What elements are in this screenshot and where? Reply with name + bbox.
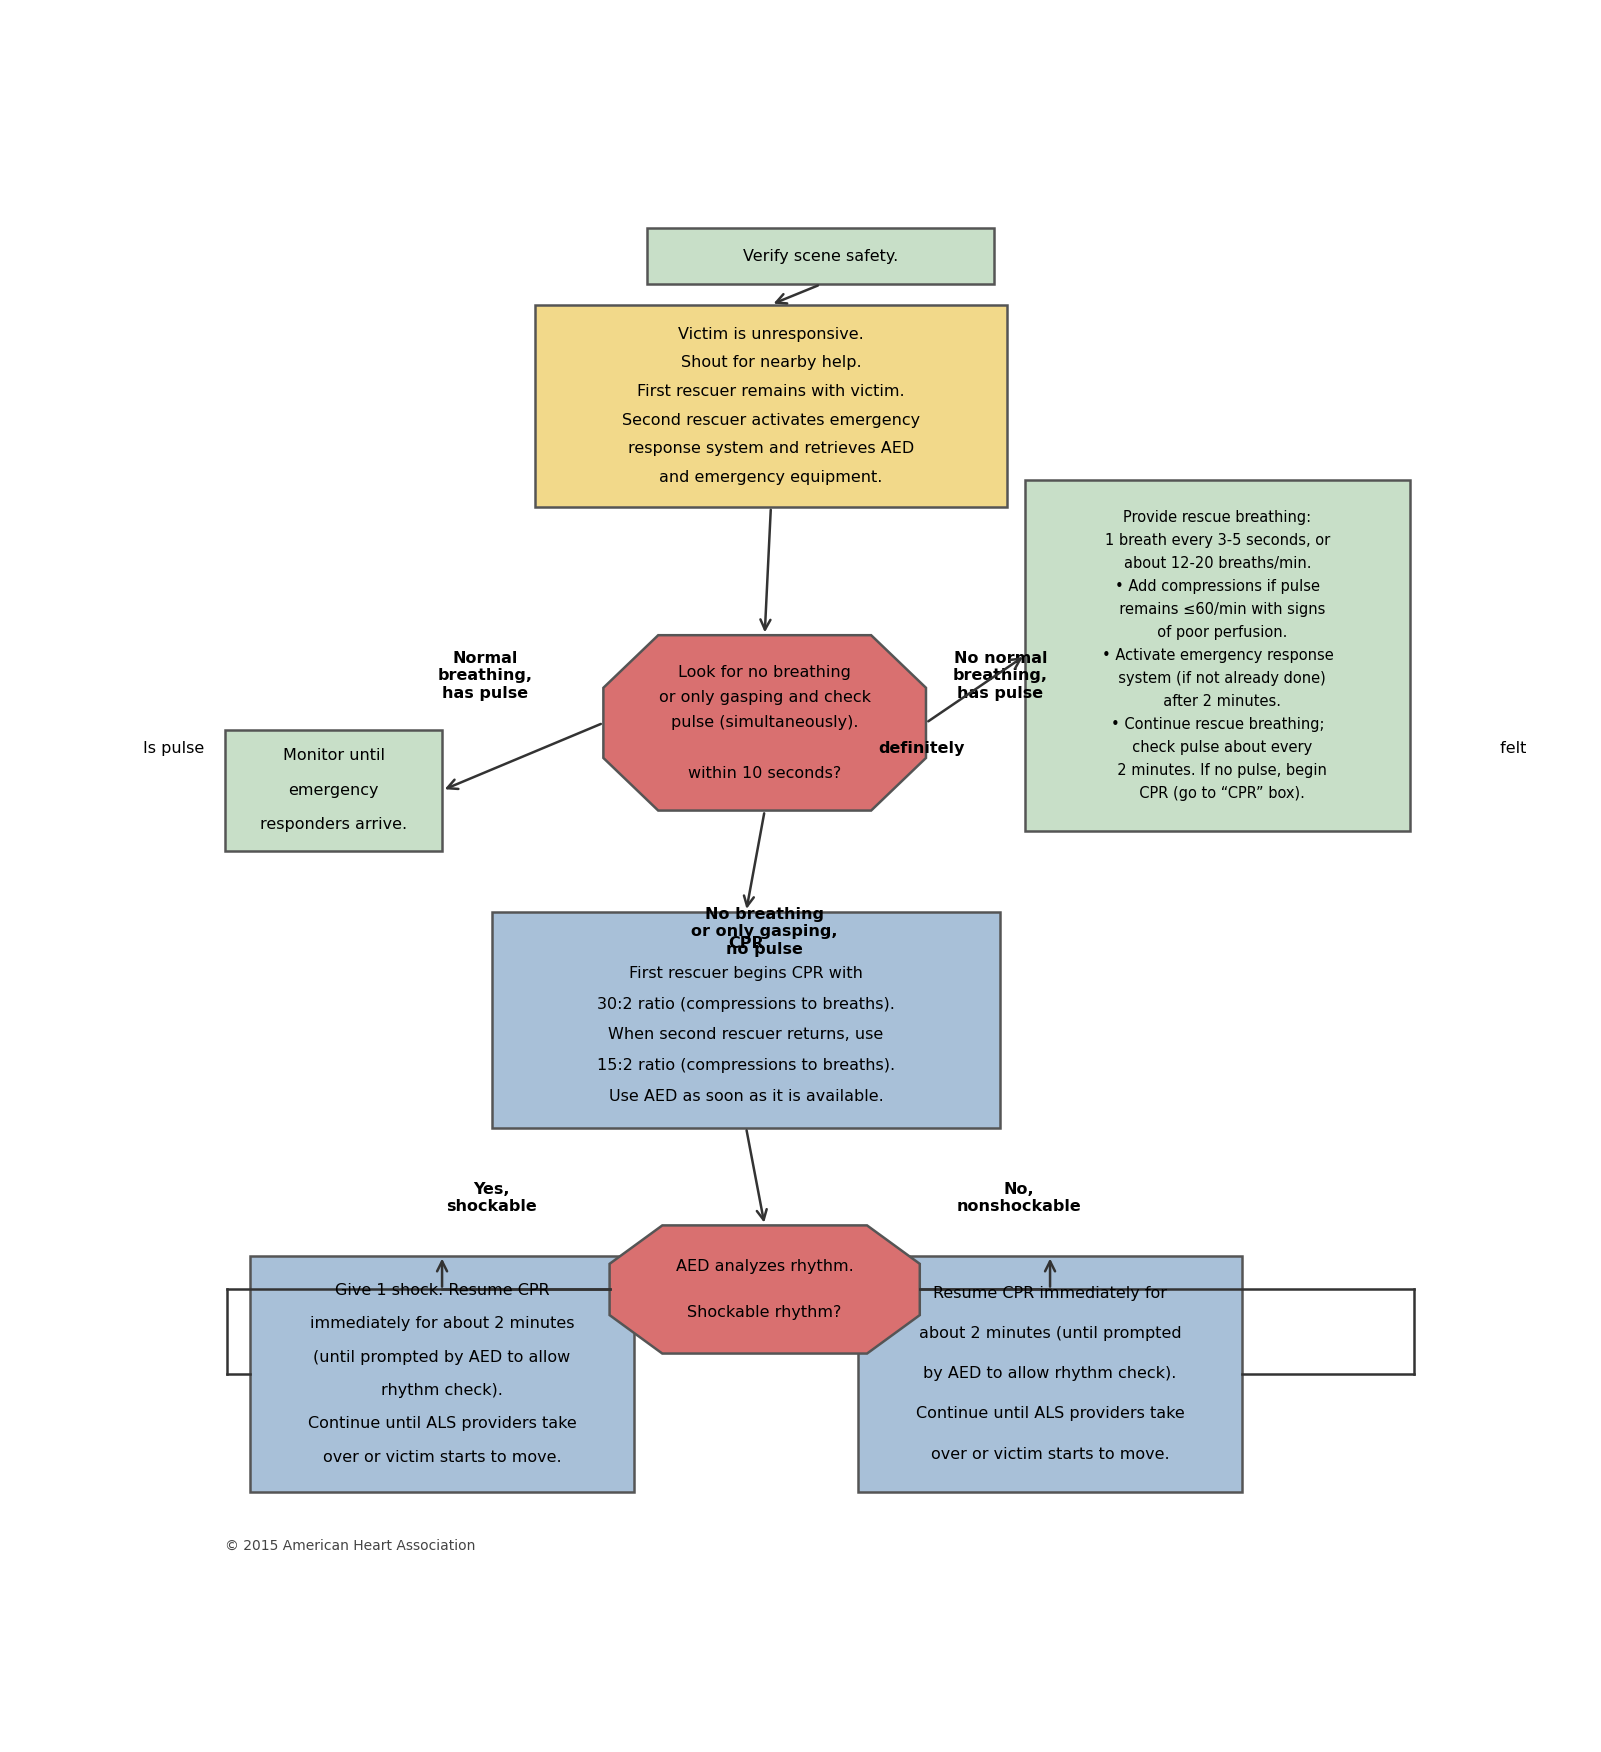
FancyBboxPatch shape [535, 305, 1007, 506]
Text: pulse (simultaneously).: pulse (simultaneously). [671, 715, 858, 731]
Text: (until prompted by AED to allow: (until prompted by AED to allow [314, 1349, 570, 1365]
Text: felt: felt [1495, 741, 1526, 755]
Text: about 12-20 breaths/min.: about 12-20 breaths/min. [1124, 555, 1311, 571]
Text: Victim is unresponsive.: Victim is unresponsive. [677, 326, 865, 342]
Text: 30:2 ratio (compressions to breaths).: 30:2 ratio (compressions to breaths). [597, 997, 895, 1013]
Text: Monitor until: Monitor until [282, 748, 384, 764]
FancyBboxPatch shape [492, 911, 1001, 1128]
Text: remains ≤60/min with signs: remains ≤60/min with signs [1109, 603, 1326, 617]
Text: over or victim starts to move.: over or victim starts to move. [930, 1447, 1169, 1461]
Text: No normal
breathing,
has pulse: No normal breathing, has pulse [953, 650, 1049, 701]
Text: response system and retrieves AED: response system and retrieves AED [628, 442, 914, 456]
Text: When second rescuer returns, use: When second rescuer returns, use [608, 1027, 884, 1042]
Text: CPR: CPR [728, 936, 764, 951]
Text: Shockable rhythm?: Shockable rhythm? [687, 1305, 842, 1319]
FancyBboxPatch shape [1025, 480, 1410, 830]
Text: • Continue rescue breathing;: • Continue rescue breathing; [1111, 717, 1324, 732]
Text: Is pulse: Is pulse [142, 741, 210, 755]
Text: First rescuer begins CPR with: First rescuer begins CPR with [629, 967, 863, 981]
Text: CPR (go to “CPR” box).: CPR (go to “CPR” box). [1130, 785, 1305, 801]
Text: about 2 minutes (until prompted: about 2 minutes (until prompted [919, 1326, 1182, 1340]
Text: Is pulse definitely felt: Is pulse definitely felt [679, 741, 852, 755]
Text: Use AED as soon as it is available.: Use AED as soon as it is available. [608, 1088, 884, 1104]
Text: within 10 seconds?: within 10 seconds? [688, 766, 841, 781]
Text: check pulse about every: check pulse about every [1122, 739, 1313, 755]
Text: © 2015 American Heart Association: © 2015 American Heart Association [224, 1538, 475, 1552]
Text: First rescuer remains with victim.: First rescuer remains with victim. [637, 384, 905, 399]
Text: No,
nonshockable: No, nonshockable [957, 1181, 1081, 1214]
Text: emergency: emergency [288, 783, 379, 797]
Text: Verify scene safety.: Verify scene safety. [743, 249, 898, 263]
Text: Yes,
shockable: Yes, shockable [447, 1181, 536, 1214]
Text: • Activate emergency response: • Activate emergency response [1101, 648, 1334, 662]
Text: Look for no breathing: Look for no breathing [679, 664, 852, 680]
Text: Is pulse definitely felt: Is pulse definitely felt [679, 741, 852, 755]
Text: by AED to allow rhythm check).: by AED to allow rhythm check). [924, 1367, 1177, 1381]
Text: responders arrive.: responders arrive. [259, 816, 407, 832]
Text: of poor perfusion.: of poor perfusion. [1148, 625, 1287, 639]
Text: after 2 minutes.: after 2 minutes. [1154, 694, 1281, 710]
Text: Normal
breathing,
has pulse: Normal breathing, has pulse [439, 650, 533, 701]
FancyBboxPatch shape [647, 228, 994, 284]
Text: Second rescuer activates emergency: Second rescuer activates emergency [621, 413, 921, 427]
Text: Provide rescue breathing:: Provide rescue breathing: [1124, 510, 1311, 526]
Text: rhythm check).: rhythm check). [381, 1382, 503, 1398]
Text: Continue until ALS providers take: Continue until ALS providers take [307, 1416, 576, 1431]
Text: system (if not already done): system (if not already done) [1109, 671, 1326, 685]
Text: 15:2 ratio (compressions to breaths).: 15:2 ratio (compressions to breaths). [597, 1058, 895, 1072]
Text: Resume CPR immediately for: Resume CPR immediately for [933, 1286, 1167, 1302]
Text: or only gasping and check: or only gasping and check [658, 690, 871, 704]
Text: Continue until ALS providers take: Continue until ALS providers take [916, 1407, 1185, 1421]
Text: over or victim starts to move.: over or victim starts to move. [323, 1451, 562, 1465]
FancyBboxPatch shape [224, 729, 442, 851]
Text: No breathing
or only gasping,
no pulse: No breathing or only gasping, no pulse [692, 908, 837, 957]
Text: • Add compressions if pulse: • Add compressions if pulse [1114, 580, 1321, 594]
Text: 2 minutes. If no pulse, begin: 2 minutes. If no pulse, begin [1108, 762, 1327, 778]
FancyBboxPatch shape [858, 1256, 1242, 1493]
Text: Shout for nearby help.: Shout for nearby help. [680, 356, 861, 370]
Text: 1 breath every 3-5 seconds, or: 1 breath every 3-5 seconds, or [1105, 533, 1330, 548]
Text: AED analyzes rhythm.: AED analyzes rhythm. [676, 1260, 853, 1274]
Text: definitely: definitely [879, 741, 965, 755]
Polygon shape [610, 1225, 921, 1354]
Text: and emergency equipment.: and emergency equipment. [660, 470, 882, 485]
Text: immediately for about 2 minutes: immediately for about 2 minutes [311, 1316, 575, 1332]
FancyBboxPatch shape [250, 1256, 634, 1493]
Text: Give 1 shock. Resume CPR: Give 1 shock. Resume CPR [335, 1282, 549, 1298]
Polygon shape [604, 636, 925, 811]
